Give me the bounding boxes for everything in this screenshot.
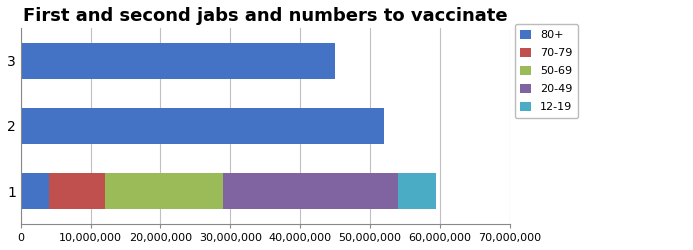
Bar [105,173,223,209]
Bar [223,173,398,209]
Bar [21,173,49,209]
Bar [398,173,437,209]
Title: First and second jabs and numbers to vaccinate: First and second jabs and numbers to vac… [23,7,507,25]
Legend: 80+, 70-79, 50-69, 20-49, 12-19: 80+, 70-79, 50-69, 20-49, 12-19 [515,24,578,118]
Bar [21,42,335,78]
Bar [21,108,384,144]
Bar [49,173,105,209]
